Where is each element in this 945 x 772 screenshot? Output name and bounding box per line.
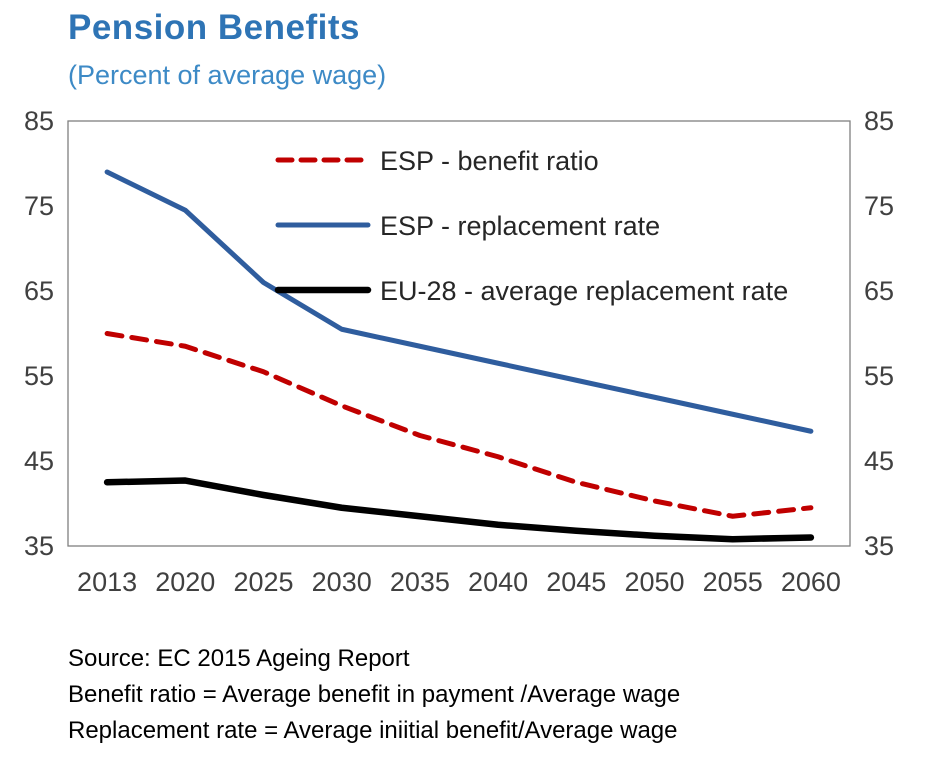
- x-tick-label: 2040: [468, 567, 528, 597]
- x-tick-label: 2013: [77, 567, 137, 597]
- benefit-ratio-definition: Benefit ratio = Average benefit in payme…: [68, 681, 681, 708]
- legend-label: ESP - replacement rate: [380, 211, 660, 241]
- legend-label: ESP - benefit ratio: [380, 146, 599, 176]
- y-tick-label-left: 85: [24, 106, 54, 136]
- y-tick-label-right: 65: [864, 276, 894, 306]
- y-tick-label-left: 55: [24, 361, 54, 391]
- x-tick-label: 2045: [546, 567, 606, 597]
- x-tick-label: 2060: [781, 567, 841, 597]
- x-tick-label: 2020: [155, 567, 215, 597]
- y-tick-label-right: 55: [864, 361, 894, 391]
- y-tick-label-right: 45: [864, 446, 894, 476]
- source-note: Source: EC 2015 Ageing Report: [68, 645, 410, 672]
- y-tick-label-left: 45: [24, 446, 54, 476]
- chart-title: Pension Benefits: [68, 8, 360, 47]
- x-tick-label: 2050: [624, 567, 684, 597]
- y-tick-label-left: 35: [24, 531, 54, 561]
- chart-canvas: 35 35 45 45 55 55 65 65 75 75 85 85 2013 2020 2025 2030…: [24, 106, 894, 597]
- x-tick-label: 2025: [233, 567, 293, 597]
- footnotes: Source: EC 2015 Ageing Report Benefit ra…: [68, 641, 680, 749]
- y-tick-label-left: 75: [24, 191, 54, 221]
- x-tick-label: 2035: [390, 567, 450, 597]
- replacement-rate-definition: Replacement rate = Average iniitial bene…: [68, 717, 678, 744]
- y-tick-label-right: 35: [864, 531, 894, 561]
- plot-border: [67, 120, 851, 547]
- legend-label: EU-28 - average replacement rate: [380, 276, 788, 306]
- y-tick-label-left: 65: [24, 276, 54, 306]
- series-line: [104, 331, 814, 519]
- x-tick-label: 2030: [312, 567, 372, 597]
- chart-subtitle: (Percent of average wage): [68, 60, 387, 90]
- series-line: [104, 169, 814, 434]
- series-line: [103, 477, 815, 543]
- chart-area: 35 35 45 45 55 55 65 65 75 75 85 85 2013 2020 2025 2030…: [0, 103, 945, 623]
- x-tick-label: 2055: [703, 567, 763, 597]
- y-tick-label-right: 75: [864, 191, 894, 221]
- y-tick-label-right: 85: [864, 106, 894, 136]
